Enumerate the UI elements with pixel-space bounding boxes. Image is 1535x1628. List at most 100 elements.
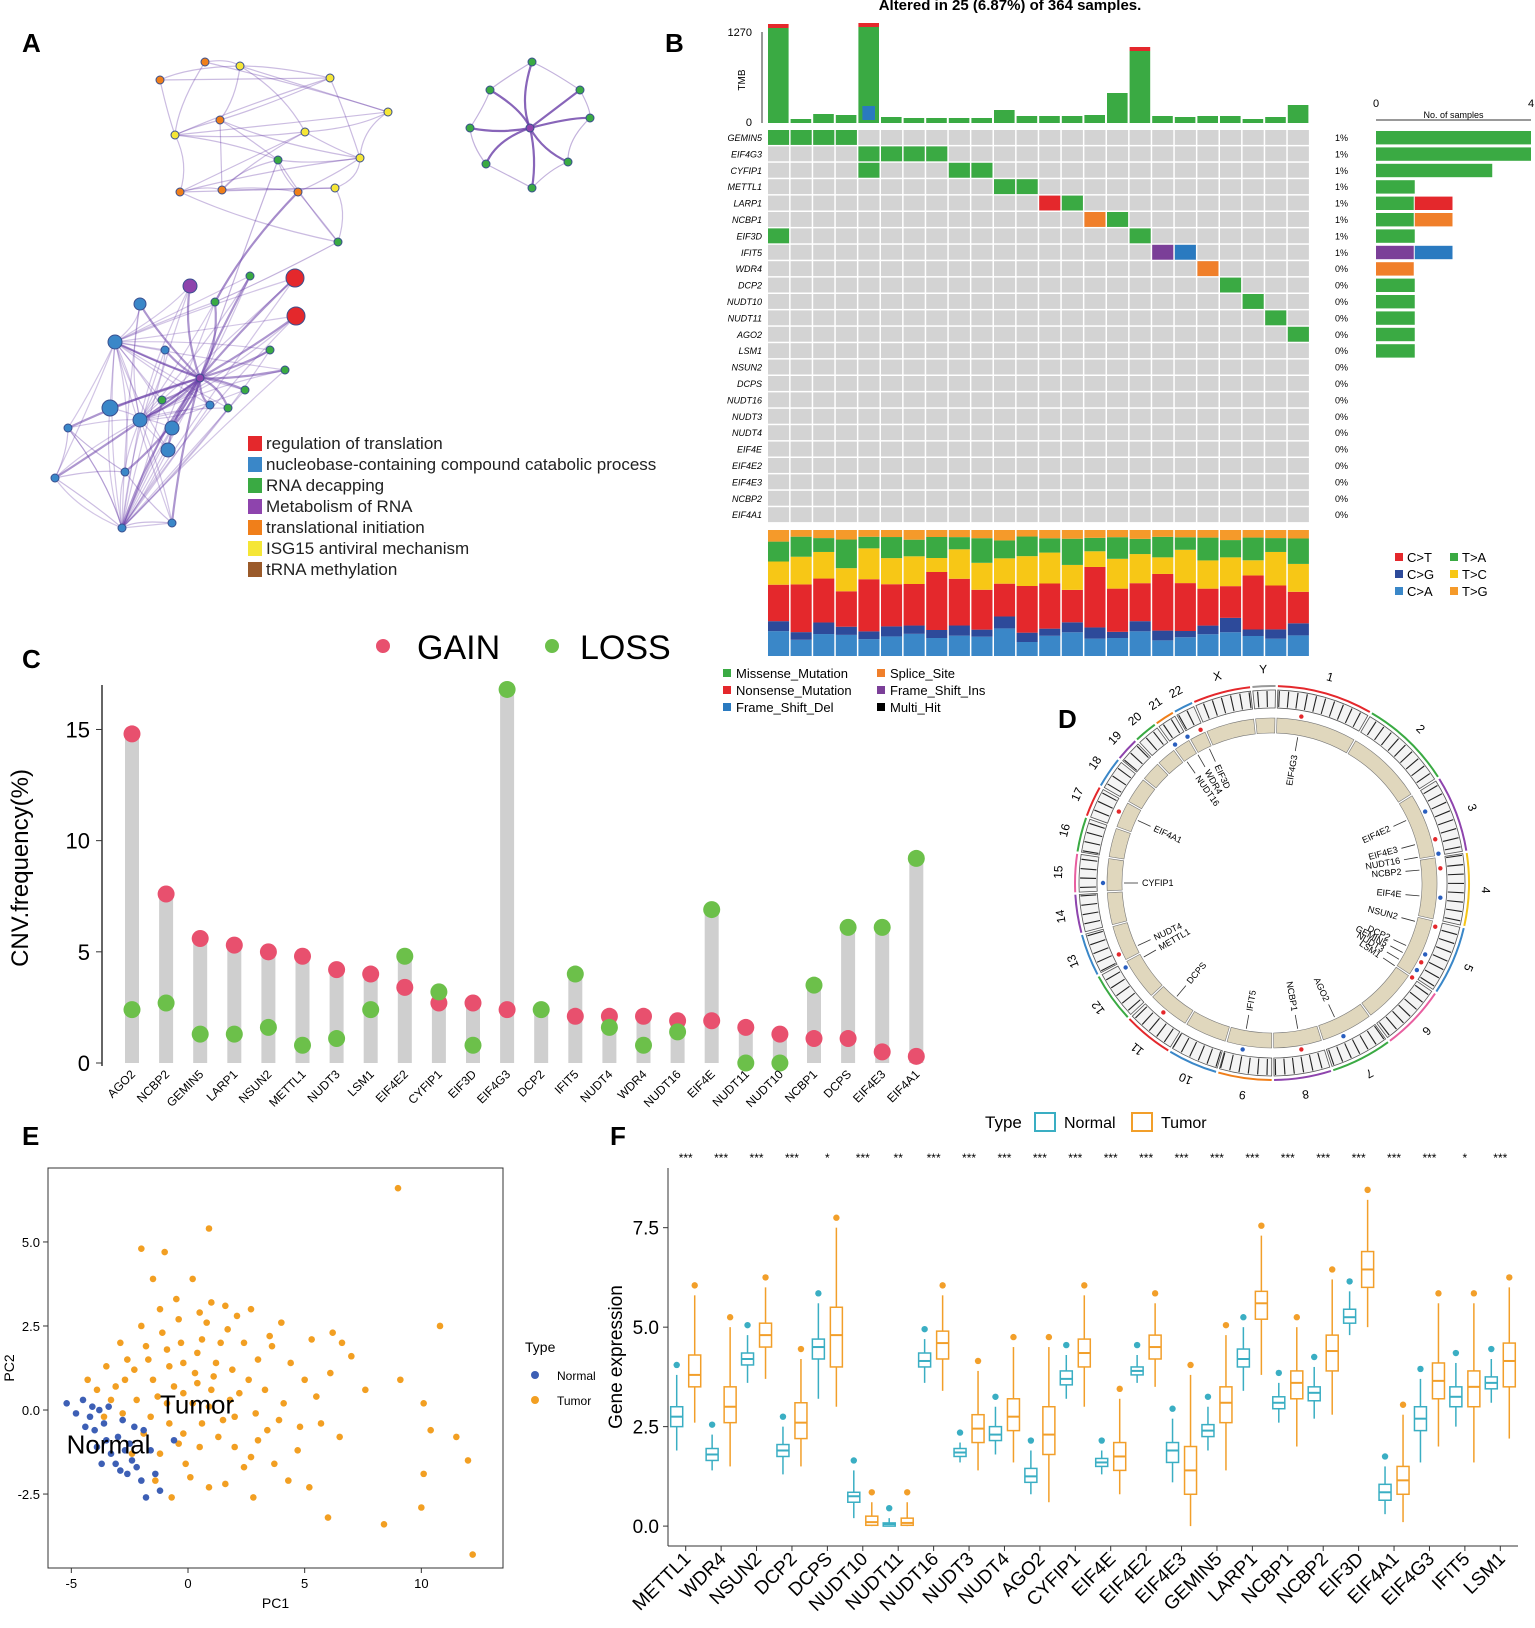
samples-bar	[1414, 196, 1453, 210]
ideogram-band	[1189, 1041, 1198, 1057]
x-tick-label: EIF4G3	[474, 1067, 513, 1106]
tumor-point	[212, 1359, 220, 1367]
oncoplot-cell	[858, 392, 880, 408]
oncoplot-hit	[971, 162, 993, 178]
network-node	[235, 61, 245, 71]
tumor-point	[217, 1339, 224, 1347]
network-edge	[239, 65, 331, 79]
network-node	[133, 297, 147, 311]
chromosome-label: 21	[1146, 694, 1165, 713]
chromosome-label: 11	[1128, 1040, 1147, 1059]
oncoplot-cell	[1242, 326, 1264, 342]
oncoplot-cell	[1197, 162, 1219, 178]
oncoplot-percent: 0%	[1335, 510, 1348, 520]
oncoplot-cell	[1174, 162, 1196, 178]
legend-label: nucleobase-containing compound catabolic…	[266, 455, 656, 474]
oncoplot-cell	[1039, 261, 1061, 277]
oncoplot-cell	[1242, 130, 1264, 145]
oncoplot-cell	[1265, 261, 1287, 277]
tmb-bar	[858, 27, 879, 123]
ideogram-band	[1416, 773, 1431, 784]
ideogram-band	[1239, 693, 1243, 710]
ideogram-band	[1257, 1058, 1260, 1075]
titv-segment	[835, 539, 857, 569]
oncoplot-cell	[768, 458, 790, 473]
annotation-normal: Normal	[67, 1430, 151, 1460]
oncoplot-cell	[1129, 212, 1151, 227]
lollipop-stem	[500, 689, 515, 1063]
ideogram-band	[1087, 930, 1103, 937]
oncoplot-panel: Altered in 25 (6.87%) of 364 samples.127…	[723, 0, 1534, 715]
oncoplot-cell	[1220, 507, 1242, 523]
loss-point	[805, 976, 823, 994]
gain-point	[566, 1007, 584, 1025]
network-edge	[484, 126, 531, 165]
network-node	[563, 157, 573, 167]
tmb-bar-top	[1129, 47, 1151, 51]
tumor-point	[103, 1363, 110, 1370]
oncoplot-cell	[768, 376, 790, 391]
oncoplot-cell	[1152, 441, 1174, 457]
significance-label: ***	[1033, 1151, 1047, 1165]
oncoplot-cell	[1242, 146, 1264, 162]
ideogram-band	[1423, 785, 1438, 795]
oncoplot-cell	[903, 277, 925, 293]
significance-label: ***	[1139, 1151, 1153, 1165]
titv-segment	[1061, 538, 1083, 565]
network-node	[265, 345, 275, 355]
oncoplot-cell	[948, 228, 970, 244]
network-edge	[114, 341, 141, 421]
tumor-point	[427, 1426, 434, 1434]
ideogram-band	[1153, 731, 1164, 745]
titv-segment	[1129, 583, 1151, 622]
oncoplot-cell	[926, 294, 948, 309]
network-edge	[329, 77, 361, 159]
y-axis-title: CNV.frequency(%)	[7, 769, 34, 967]
box-outlier	[1027, 1437, 1035, 1444]
titv-segment	[835, 591, 857, 627]
oncoplot-gene-label: NUDT4	[732, 428, 762, 438]
oncoplot-cell	[858, 458, 880, 473]
box-outlier	[673, 1361, 680, 1369]
network-edge	[221, 187, 299, 193]
tumor-point	[180, 1389, 187, 1397]
network-edge	[174, 134, 279, 161]
network-edge	[121, 407, 229, 529]
oncoplot-cell	[1152, 228, 1174, 244]
tumor-point	[215, 1433, 222, 1441]
oncoplot-cell	[1287, 228, 1309, 244]
oncoplot-cell	[1129, 277, 1151, 293]
ideogram-band	[1409, 991, 1423, 1003]
tumor-point	[254, 1356, 262, 1363]
network-node	[575, 85, 585, 95]
oncoplot-cell	[790, 310, 812, 326]
ideogram-band	[1238, 1056, 1243, 1073]
oncoplot-cell	[971, 458, 993, 473]
oncoplot-cell	[813, 162, 835, 178]
titv-segment	[971, 538, 993, 563]
cnv-marker	[1422, 952, 1428, 957]
chromosome-outline	[1099, 759, 1119, 787]
titv-segment	[1107, 558, 1129, 589]
oncoplot-cell	[790, 212, 812, 227]
annotation-tumor: Tumor	[160, 1389, 234, 1419]
legend-title: Type	[525, 1339, 556, 1355]
oncoplot-cell	[1174, 392, 1196, 408]
oncoplot-cell	[881, 162, 903, 178]
oncoplot-cell	[903, 507, 925, 523]
oncoplot-cell	[1242, 490, 1264, 506]
oncoplot-cell	[881, 441, 903, 457]
oncoplot-cell	[926, 408, 948, 424]
tumor-point	[271, 1460, 278, 1468]
tmb-bar	[1287, 105, 1309, 123]
titv-segment	[813, 622, 835, 635]
cnv-marker	[1123, 965, 1128, 970]
ideogram-band	[1107, 783, 1122, 793]
oncoplot-cell	[813, 212, 835, 227]
ideogram-band	[1278, 691, 1280, 708]
oncoplot-cell	[1152, 261, 1174, 277]
network-node	[527, 183, 537, 193]
oncoplot-cell	[1242, 228, 1264, 244]
legend-tumor-label: Tumor	[1161, 1115, 1207, 1132]
